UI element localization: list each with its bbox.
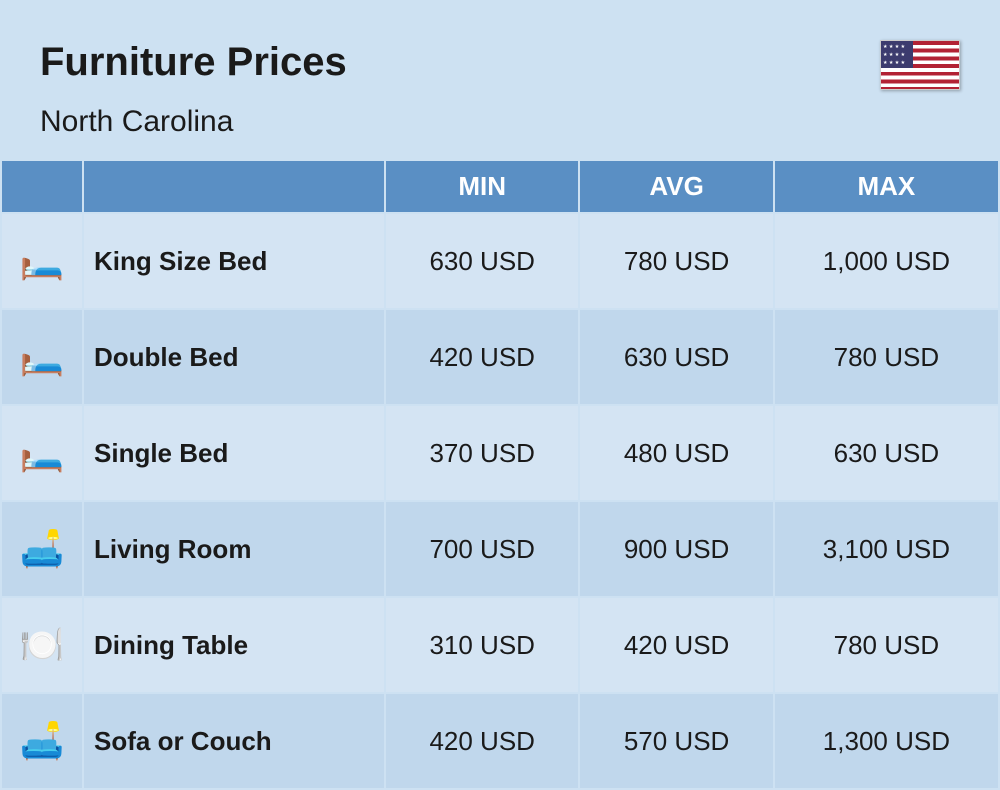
furniture-icon: 🛋️ [2, 502, 82, 596]
min-column-header: MIN [386, 161, 578, 212]
furniture-name: Sofa or Couch [84, 694, 384, 788]
price-min: 370 USD [386, 406, 578, 500]
price-max: 630 USD [775, 406, 998, 500]
price-avg: 480 USD [580, 406, 772, 500]
price-table: MIN AVG MAX 🛏️ King Size Bed 630 USD 780… [0, 159, 1000, 790]
max-column-header: MAX [775, 161, 998, 212]
price-max: 1,300 USD [775, 694, 998, 788]
price-max: 780 USD [775, 310, 998, 404]
furniture-icon: 🛋️ [2, 694, 82, 788]
page-title: Furniture Prices [40, 40, 347, 85]
price-avg: 900 USD [580, 502, 772, 596]
avg-column-header: AVG [580, 161, 772, 212]
header: Furniture Prices North Carolina [0, 0, 1000, 159]
table-row: 🛏️ King Size Bed 630 USD 780 USD 1,000 U… [2, 214, 998, 308]
icon-column-header [2, 161, 82, 212]
table-row: 🍽️ Dining Table 310 USD 420 USD 780 USD [2, 598, 998, 692]
title-block: Furniture Prices North Carolina [40, 40, 347, 139]
price-avg: 570 USD [580, 694, 772, 788]
price-min: 420 USD [386, 694, 578, 788]
price-min: 310 USD [386, 598, 578, 692]
price-avg: 630 USD [580, 310, 772, 404]
furniture-icon: 🛏️ [2, 214, 82, 308]
table-row: 🛋️ Living Room 700 USD 900 USD 3,100 USD [2, 502, 998, 596]
furniture-icon: 🛏️ [2, 310, 82, 404]
table-header-row: MIN AVG MAX [2, 161, 998, 212]
furniture-name: Double Bed [84, 310, 384, 404]
usa-flag-icon [880, 40, 960, 90]
price-min: 420 USD [386, 310, 578, 404]
table-row: 🛋️ Sofa or Couch 420 USD 570 USD 1,300 U… [2, 694, 998, 788]
furniture-name: Dining Table [84, 598, 384, 692]
name-column-header [84, 161, 384, 212]
table-row: 🛏️ Double Bed 420 USD 630 USD 780 USD [2, 310, 998, 404]
furniture-icon: 🍽️ [2, 598, 82, 692]
price-min: 630 USD [386, 214, 578, 308]
price-max: 780 USD [775, 598, 998, 692]
table-row: 🛏️ Single Bed 370 USD 480 USD 630 USD [2, 406, 998, 500]
price-min: 700 USD [386, 502, 578, 596]
price-max: 1,000 USD [775, 214, 998, 308]
furniture-icon: 🛏️ [2, 406, 82, 500]
furniture-name: Single Bed [84, 406, 384, 500]
price-avg: 780 USD [580, 214, 772, 308]
price-avg: 420 USD [580, 598, 772, 692]
furniture-name: King Size Bed [84, 214, 384, 308]
furniture-name: Living Room [84, 502, 384, 596]
price-max: 3,100 USD [775, 502, 998, 596]
page-subtitle: North Carolina [40, 105, 347, 139]
